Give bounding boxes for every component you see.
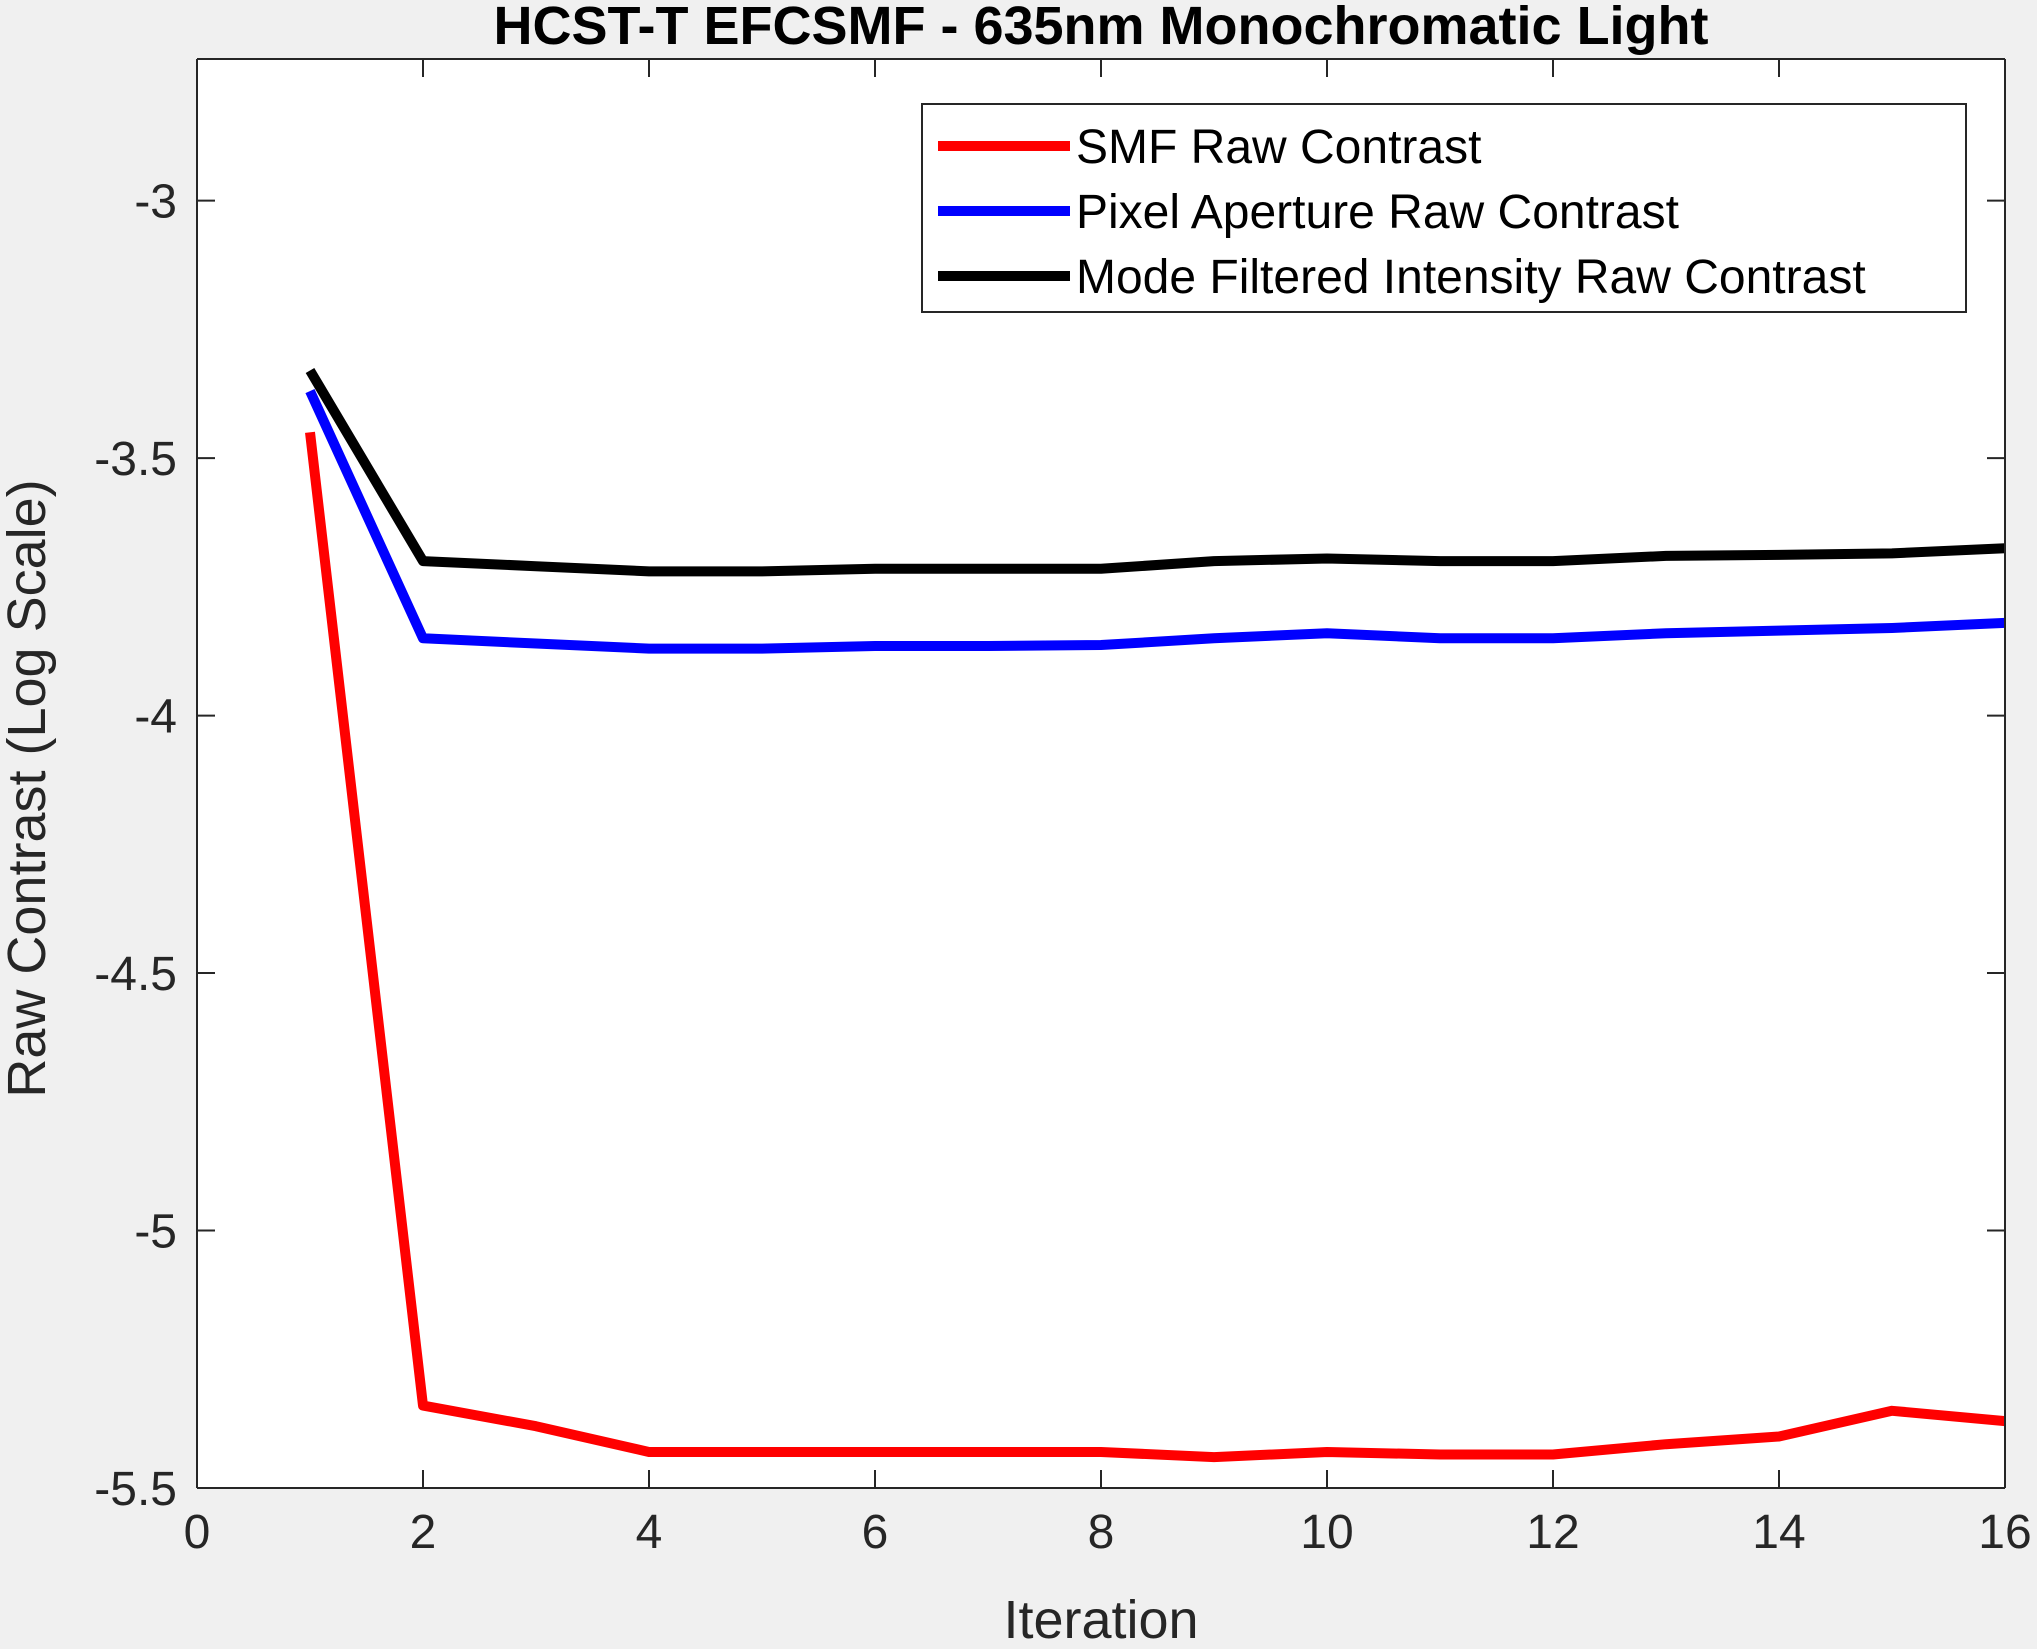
y-axis-label: Raw Contrast (Log Scale) [0,479,57,1097]
series-line-3 [305,367,2006,577]
x-tick-label: 6 [862,1506,889,1559]
y-tick-label: -5 [134,1206,177,1259]
series-line-1 [305,431,2006,1463]
legend: SMF Raw Contrast Pixel Aperture Raw Contr… [921,103,1967,313]
x-tick-label: 2 [410,1506,437,1559]
x-tick-label: 8 [1088,1506,1115,1559]
x-tick-label: 4 [636,1506,663,1559]
x-axis-label: Iteration [1003,1590,1198,1644]
y-tick-label: -5.5 [94,1463,177,1516]
x-tick-label: 0 [184,1506,211,1559]
legend-label-1: SMF Raw Contrast [1076,121,1481,174]
legend-label-2: Pixel Aperture Raw Contrast [1076,186,1679,239]
series-line-2 [305,389,2006,654]
x-tick-label: 16 [1978,1506,2031,1559]
series-layer [305,367,2006,1463]
y-tick-label: -4.5 [94,948,177,1001]
ticks-layer: 0 2 4 6 8 10 12 14 16 -3 -3.5 -4 -4.5 -5 -5.5 [94,59,2032,1559]
y-tick-label: -4 [134,691,177,744]
y-tick-label: -3 [134,176,177,229]
x-tick-label: 12 [1526,1506,1579,1559]
legend-label-3: Mode Filtered Intensity Raw Contrast [1076,251,1866,304]
chart-title: HCST-T EFCSMF - 635nm Monochromatic Ligh… [493,0,1708,56]
x-tick-label: 10 [1300,1506,1353,1559]
y-tick-label: -3.5 [94,433,177,486]
legend-box [921,103,1967,313]
x-tick-label: 14 [1752,1506,1805,1559]
